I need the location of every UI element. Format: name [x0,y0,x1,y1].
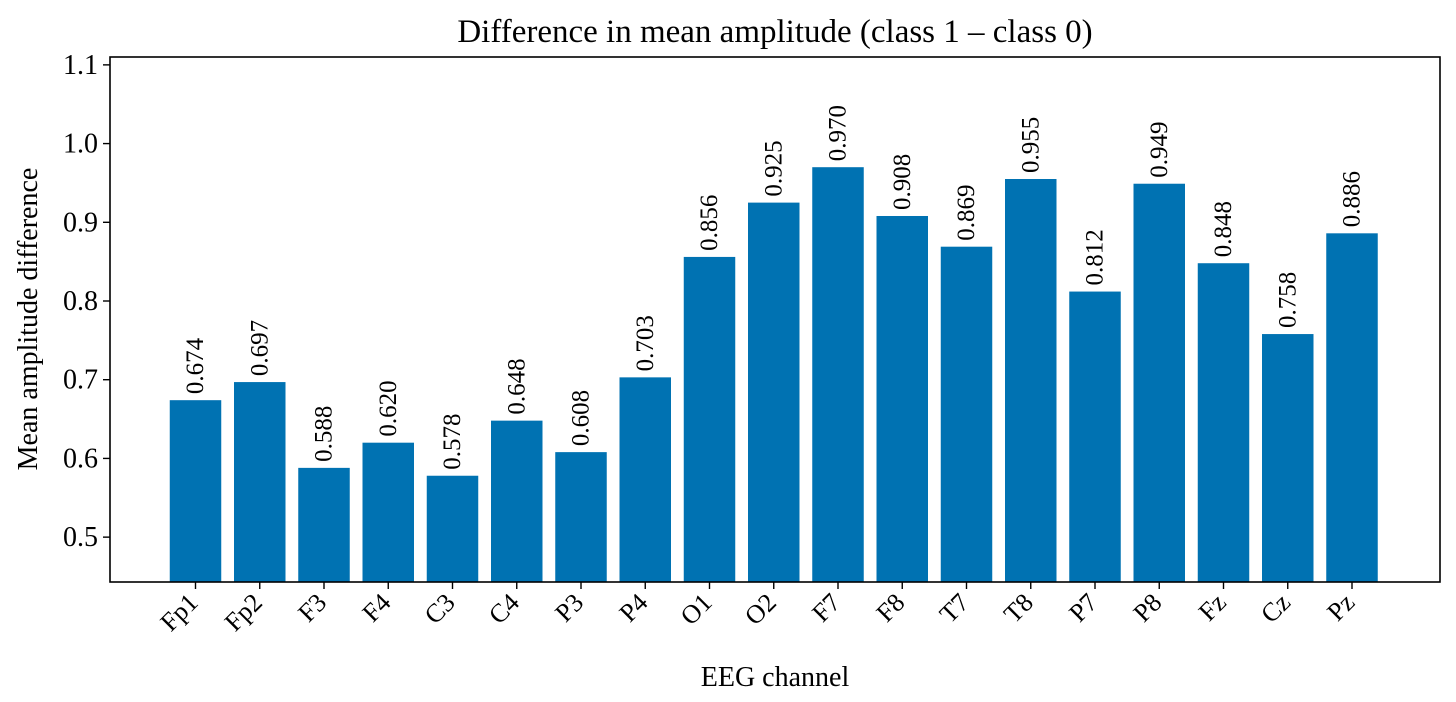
bar-fp1 [169,400,222,582]
x-tick-label: F3 [292,588,332,628]
y-axis: 0.5 0.6 0.7 0.8 0.9 1.0 1.1 [63,50,110,553]
y-tick-label: 0.6 [63,443,98,474]
bar-f8 [876,215,928,583]
bar-t7 [940,246,993,582]
x-tick-label: Cz [1255,588,1296,629]
bar-cz [1262,334,1314,582]
value-label: 0.620 [375,380,402,436]
x-tick-label: Fp1 [155,588,204,637]
value-label: 0.856 [696,195,723,251]
y-tick-label: 0.9 [63,207,98,238]
bar-o2 [748,202,800,582]
bar-c4 [491,420,543,582]
chart-title: Difference in mean amplitude (class 1 – … [457,14,1092,50]
x-tick-label: Pz [1321,588,1360,627]
value-label: 0.869 [953,184,980,240]
x-tick-label: C3 [419,588,461,630]
value-label: 0.848 [1210,201,1237,257]
x-tick-label: P4 [614,588,654,628]
bar-c3 [426,475,479,582]
bars-group [169,167,1378,583]
x-tick-label: F8 [871,588,911,628]
y-tick-label: 0.5 [63,522,98,553]
y-tick-label: 1.0 [63,129,98,160]
bar-p3 [555,452,607,582]
value-label: 0.908 [889,154,916,210]
y-tick-label: 1.1 [63,50,98,81]
bar-p7 [1069,291,1121,582]
bar-t8 [1005,179,1057,582]
value-label: 0.588 [311,406,338,462]
x-tick-label: P3 [549,588,589,628]
value-label: 0.674 [182,337,209,394]
x-tick-label: T7 [934,588,975,629]
x-tick-label: O2 [739,588,782,631]
bar-p4 [619,377,671,582]
bar-fz [1197,263,1250,582]
bar-pz [1326,233,1378,583]
y-tick-label: 0.8 [63,286,98,317]
y-tick-label: 0.7 [63,365,98,396]
value-label: 0.648 [503,358,530,414]
x-tick-label: P8 [1128,588,1168,628]
bar-fp2 [234,382,286,582]
x-tick-label: T8 [998,588,1039,629]
value-label: 0.697 [246,320,273,376]
x-tick-label: P7 [1063,588,1103,628]
x-axis-label: EEG channel [701,662,850,693]
value-labels-group: 0.674 0.697 0.588 0.620 0.578 0.648 0.608 0.703… [182,105,1366,470]
x-tick-label: F4 [357,588,397,628]
value-label: 0.608 [568,390,595,446]
value-label: 0.886 [1339,171,1366,227]
value-label: 0.955 [1017,117,1044,173]
bar-f7 [812,167,864,583]
bar-p8 [1133,183,1185,583]
x-tick-label: O1 [675,588,718,631]
x-tick-label: F7 [806,588,846,628]
value-label: 0.812 [1082,229,1109,285]
bar-f3 [298,467,350,582]
x-tick-label: Fp2 [219,588,268,637]
bar-o1 [683,256,736,582]
value-label: 0.758 [1274,272,1301,328]
x-tick-label: Fz [1193,588,1232,627]
x-axis: Fp1 Fp2 F3 F4 C3 C4 P3 P4 O1 O2 F7 F8 T7 T8 P7 P8 Fz Cz Pz [155,582,1360,637]
value-label: 0.949 [1146,121,1173,177]
plot-frame [109,56,1441,583]
value-label: 0.970 [825,105,852,161]
y-axis-label: Mean amplitude difference [13,168,44,471]
value-label: 0.578 [439,413,466,469]
x-tick-label: C4 [483,588,525,630]
value-label: 0.703 [632,315,659,371]
bar-f4 [362,442,414,582]
value-label: 0.925 [760,140,787,196]
